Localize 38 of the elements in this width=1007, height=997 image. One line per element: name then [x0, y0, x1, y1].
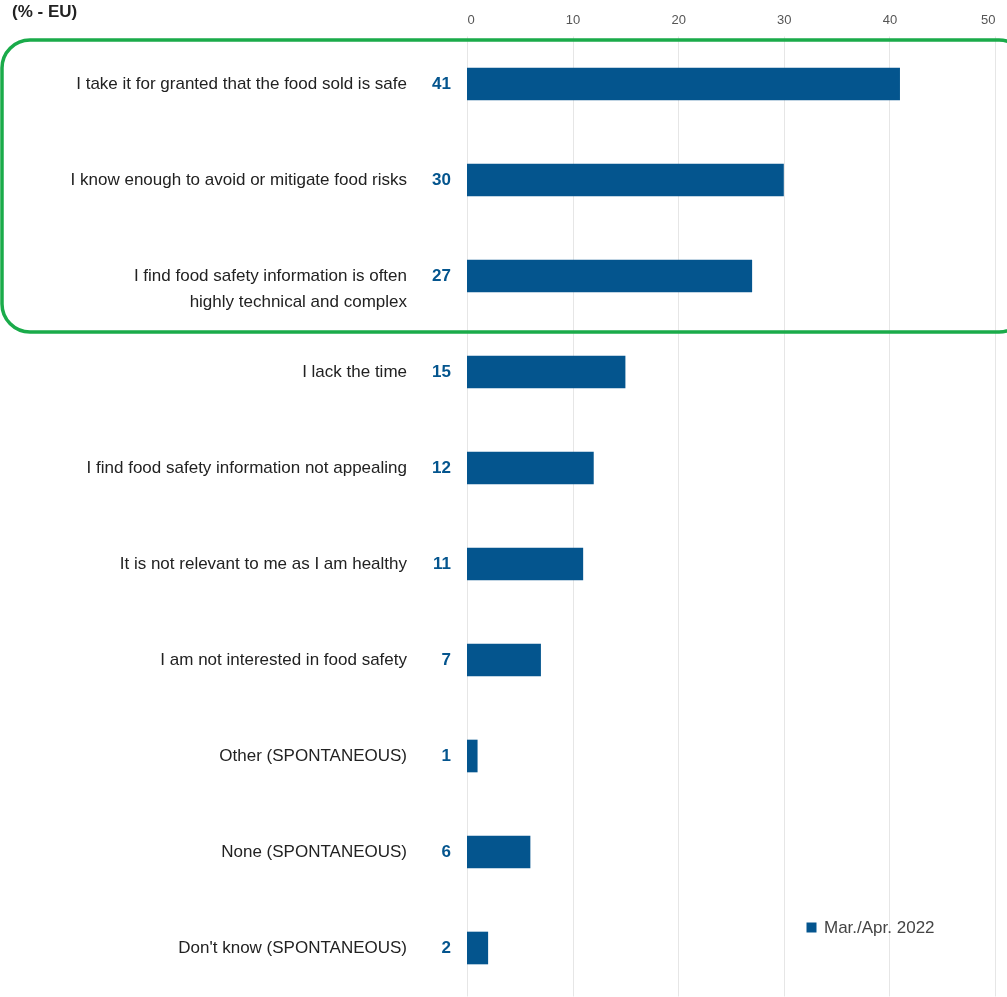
y-tick-label: I am not interested in food safety [160, 650, 408, 669]
y-tick-label: It is not relevant to me as I am healthy [119, 554, 408, 573]
bar [467, 931, 489, 965]
data-label: 27 [432, 266, 451, 285]
data-label: 30 [432, 170, 451, 189]
data-label: 2 [441, 938, 451, 957]
data-label: 6 [441, 842, 451, 861]
bar [467, 643, 541, 677]
x-tick-label: 0 [467, 11, 475, 27]
bar [467, 259, 753, 293]
data-label: 41 [432, 74, 451, 93]
data-label: 11 [433, 554, 451, 573]
x-tick-label: 10 [565, 11, 581, 27]
y-tick-label: Other (SPONTANEOUS) [219, 746, 407, 765]
bar [467, 67, 900, 101]
x-tick-label: 40 [882, 11, 898, 27]
x-tick-label: 20 [671, 11, 686, 27]
y-tick-label: Don't know (SPONTANEOUS) [178, 938, 407, 957]
data-label: 7 [441, 650, 451, 669]
data-label: 1 [441, 746, 451, 765]
legend-label: Mar./Apr. 2022 [824, 917, 935, 937]
data-label: 12 [432, 458, 451, 477]
bar [467, 835, 531, 869]
y-tick-label: I find food safety information is often highly technical and complex [133, 266, 408, 311]
bar [467, 739, 478, 773]
y-tick-label: I lack the time [302, 362, 407, 381]
bar [467, 547, 584, 581]
y-tick-label: None (SPONTANEOUS) [221, 842, 407, 861]
bar [467, 451, 594, 485]
x-tick-label: 30 [777, 11, 792, 27]
y-tick-label: I know enough to avoid or mitigate food risks [70, 170, 407, 189]
y-tick-label: I find food safety information not appealing [86, 458, 407, 477]
text: (% - EU) [12, 2, 78, 21]
data-label: 15 [432, 362, 451, 381]
bar [467, 163, 784, 197]
y-tick-label: I take it for granted that the food sold is safe [76, 74, 407, 93]
x-tick-label: 50 [981, 11, 996, 27]
bar [467, 355, 626, 389]
